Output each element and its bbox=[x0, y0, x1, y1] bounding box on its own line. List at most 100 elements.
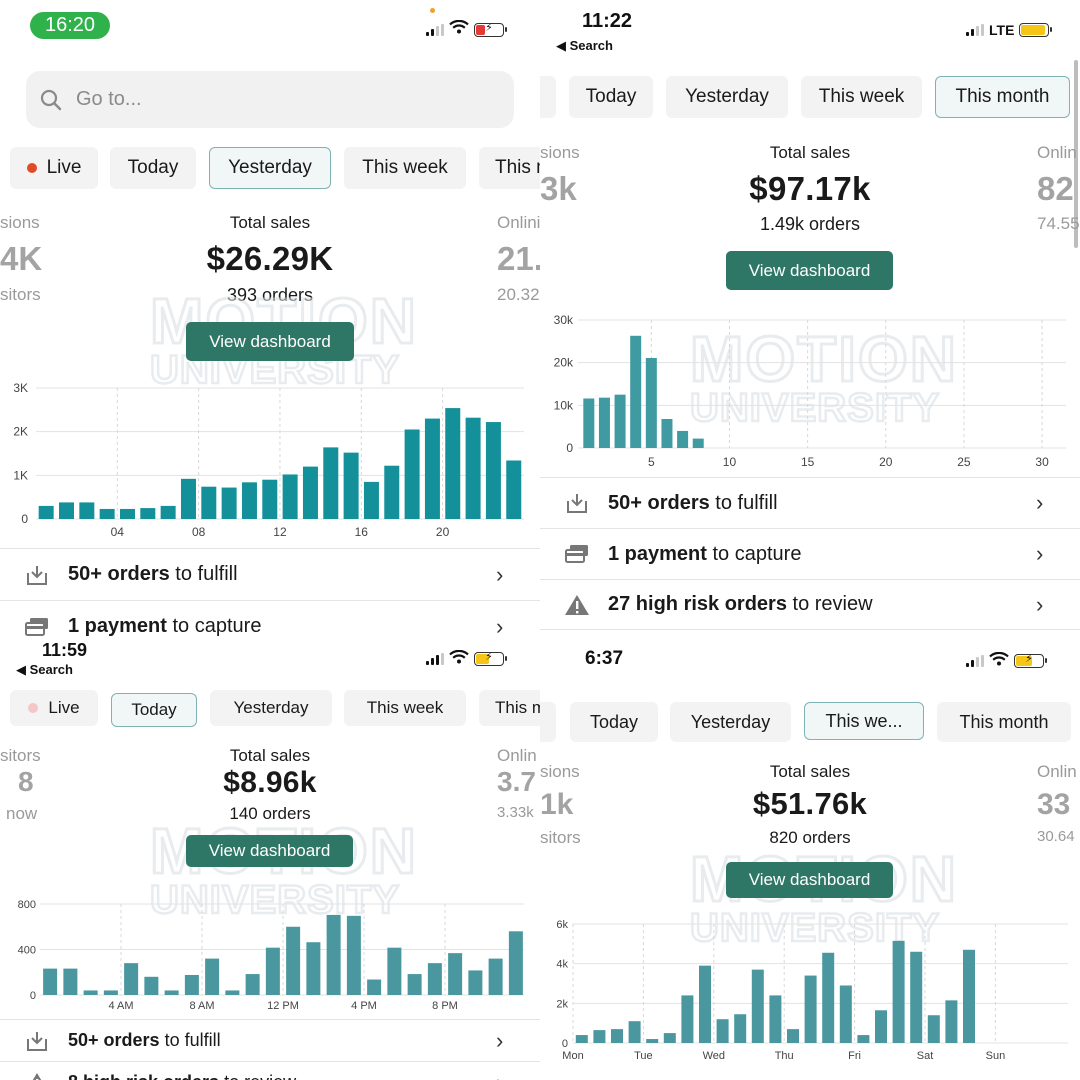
action-orders-to-fulfill[interactable]: 50+ orders to fulfill › bbox=[540, 477, 1080, 528]
chart-bar bbox=[225, 990, 240, 995]
live-dot-icon bbox=[26, 163, 37, 173]
y-tick-label: 6k bbox=[556, 919, 568, 931]
chart-bar bbox=[384, 465, 400, 519]
tab-this-week[interactable]: This we... bbox=[804, 702, 924, 740]
online-visitors-sub: 74.55 bbox=[1037, 214, 1080, 233]
chart-bar bbox=[945, 1000, 958, 1043]
chart-bar bbox=[424, 418, 440, 519]
chart-bar bbox=[282, 474, 298, 519]
online-visitors-value: 33 bbox=[1037, 788, 1071, 821]
chart-bar bbox=[346, 915, 361, 995]
chart-bar bbox=[286, 926, 301, 995]
chart-bar bbox=[508, 931, 523, 995]
search-bar[interactable]: Go to... bbox=[26, 71, 514, 128]
tab-today[interactable]: Today bbox=[110, 147, 196, 189]
tab-live-partial[interactable] bbox=[540, 76, 556, 118]
visitors-label: sitors bbox=[0, 746, 41, 765]
y-tick-label: 800 bbox=[18, 899, 36, 911]
chart-bar bbox=[83, 990, 98, 995]
online-visitors-value: 82 bbox=[1037, 170, 1074, 207]
chart-bar bbox=[822, 952, 835, 1043]
chevron-right-icon: › bbox=[496, 1027, 504, 1053]
status-time: 6:37 bbox=[585, 648, 624, 669]
status-icons: LTE bbox=[966, 22, 1053, 38]
action-high-risk-orders[interactable]: 8 high risk orders to review › bbox=[0, 1061, 540, 1080]
tab-yesterday[interactable]: Yesterday bbox=[666, 76, 788, 118]
warning-icon bbox=[564, 592, 590, 618]
chart-bar bbox=[140, 508, 156, 519]
search-placeholder: Go to... bbox=[76, 88, 142, 110]
y-tick-label: 3K bbox=[13, 381, 28, 395]
action-payment-to-capture[interactable]: 1 payment to capture › bbox=[540, 528, 1080, 579]
x-tick-label: Tue bbox=[634, 1050, 653, 1062]
chart-bar bbox=[628, 1021, 641, 1043]
status-time: 11:22 bbox=[582, 10, 633, 32]
panel-today: 11:59 ◀ Search ⚡ Live Today Yesterday Th… bbox=[0, 636, 540, 1080]
tab-this-month[interactable]: This m bbox=[479, 147, 540, 189]
chevron-right-icon: › bbox=[496, 1070, 510, 1080]
chart-bar bbox=[611, 1029, 623, 1043]
battery-icon: ⚡ bbox=[474, 651, 507, 666]
search-icon bbox=[40, 89, 62, 110]
tab-this-month[interactable]: This m bbox=[479, 690, 540, 726]
chart-bar bbox=[857, 1035, 870, 1043]
tab-live[interactable]: Live bbox=[10, 690, 98, 726]
view-dashboard-button[interactable]: View dashboard bbox=[186, 835, 353, 867]
chart-bar bbox=[614, 394, 626, 448]
action-orders-to-fulfill[interactable]: 50+ orders to fulfill › bbox=[0, 1019, 540, 1061]
tab-this-week[interactable]: This week bbox=[801, 76, 922, 118]
view-dashboard-button[interactable]: View dashboard bbox=[726, 862, 893, 898]
x-tick-label: 04 bbox=[111, 525, 125, 538]
sessions-value: 3k bbox=[540, 170, 577, 207]
chart-bar bbox=[184, 974, 199, 995]
sessions-label: sions bbox=[540, 143, 580, 162]
status-time: 16:20 bbox=[30, 12, 110, 39]
action-orders-to-fulfill[interactable]: 50+ orders to fulfill › bbox=[0, 548, 540, 600]
signal-icon bbox=[426, 23, 444, 36]
tab-this-month[interactable]: This month bbox=[937, 702, 1071, 742]
x-tick-label: 30 bbox=[1035, 455, 1049, 469]
visitors-value: 8 bbox=[18, 766, 34, 797]
chart-bar bbox=[598, 397, 610, 448]
x-tick-label: Sun bbox=[986, 1050, 1006, 1062]
panel-yesterday: 16:20 ⚡ Go to... Live Today Yesterday Th… bbox=[0, 0, 540, 636]
view-dashboard-button[interactable]: View dashboard bbox=[726, 251, 893, 290]
chart-bar bbox=[787, 1029, 799, 1043]
orders-count: 140 orders bbox=[229, 804, 311, 823]
visitors-sub: now bbox=[6, 804, 38, 823]
tab-this-week[interactable]: This week bbox=[344, 147, 466, 189]
action-high-risk-orders[interactable]: 27 high risk orders to review › bbox=[540, 579, 1080, 630]
tab-yesterday[interactable]: Yesterday bbox=[209, 147, 331, 189]
sales-chart: 0 1K 2K 3K 04 08 12 16 20 bbox=[0, 378, 540, 538]
total-sales-value: $97.17k bbox=[749, 170, 871, 207]
tab-this-week[interactable]: This week bbox=[344, 690, 466, 726]
x-tick-label: 4 PM bbox=[351, 1000, 377, 1012]
status-icons: ⚡ bbox=[426, 19, 507, 39]
online-visitors-sub: 20.32 bbox=[497, 285, 540, 304]
tab-today[interactable]: Today bbox=[569, 76, 653, 118]
chart-bar bbox=[245, 974, 260, 995]
tab-yesterday[interactable]: Yesterday bbox=[670, 702, 791, 742]
total-sales-value: $51.76k bbox=[752, 786, 868, 821]
orders-count: 820 orders bbox=[769, 828, 851, 847]
chart-bar bbox=[593, 1030, 606, 1043]
sales-chart: 0 2k 4k 6k Mon Tue Wed Thu Fri Sat Sun bbox=[540, 918, 1080, 1078]
back-to-search-link[interactable]: ◀ Search bbox=[556, 38, 613, 53]
y-tick-label: 0 bbox=[562, 1038, 568, 1050]
tab-this-month[interactable]: This month bbox=[935, 76, 1070, 118]
view-dashboard-button[interactable]: View dashboard bbox=[186, 322, 354, 361]
tab-live-partial[interactable] bbox=[540, 702, 556, 742]
tab-today[interactable]: Today bbox=[111, 693, 197, 727]
tab-yesterday[interactable]: Yesterday bbox=[210, 690, 332, 726]
chart-bar bbox=[144, 976, 159, 995]
x-tick-label: 12 bbox=[273, 525, 287, 538]
chart-bar bbox=[326, 914, 341, 995]
back-to-search-link[interactable]: ◀ Search bbox=[16, 662, 73, 677]
tab-today[interactable]: Today bbox=[570, 702, 658, 742]
scrollbar[interactable] bbox=[1074, 60, 1078, 248]
x-tick-label: Sat bbox=[917, 1050, 934, 1062]
bar-chart-svg: 0 1K 2K 3K 04 08 12 16 20 bbox=[13, 381, 524, 538]
tab-live[interactable]: Live bbox=[10, 147, 98, 189]
action-payment-to-capture[interactable]: 1 payment to capture › bbox=[0, 600, 540, 636]
chart-bar bbox=[485, 422, 501, 519]
